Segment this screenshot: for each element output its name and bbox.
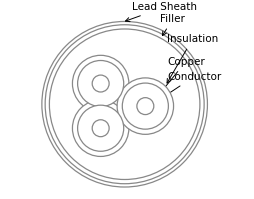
Circle shape [117, 78, 173, 134]
Circle shape [122, 83, 168, 129]
Circle shape [42, 21, 208, 187]
Circle shape [92, 75, 109, 92]
Circle shape [92, 120, 109, 137]
Text: Copper: Copper [152, 57, 205, 103]
Circle shape [137, 98, 154, 115]
Text: Insulation: Insulation [167, 34, 218, 83]
Text: Filler: Filler [160, 14, 185, 36]
Circle shape [72, 55, 129, 112]
Text: Conductor: Conductor [153, 72, 221, 104]
Text: Lead Sheath: Lead Sheath [125, 2, 197, 22]
Circle shape [78, 105, 124, 151]
Circle shape [45, 25, 204, 184]
Circle shape [78, 60, 124, 107]
Circle shape [49, 29, 200, 179]
Circle shape [72, 100, 129, 156]
